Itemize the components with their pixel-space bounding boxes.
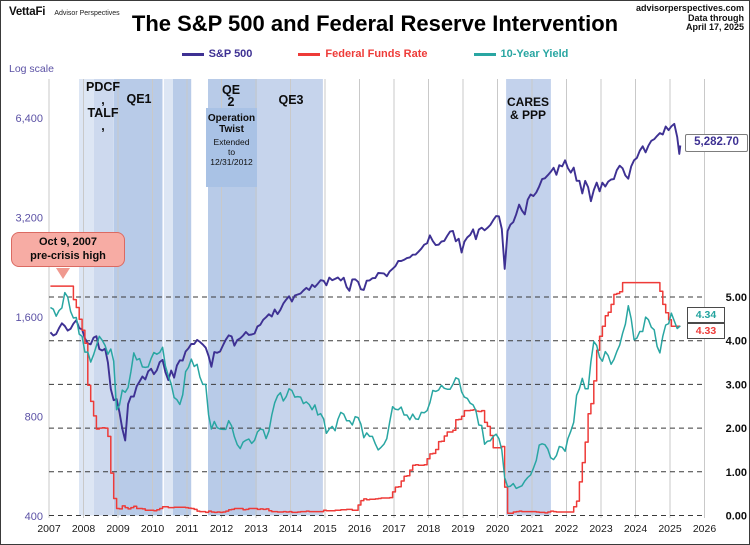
y-left-tick-label: 400 <box>25 511 43 523</box>
y-right-tick-label: 5.00 <box>726 292 747 304</box>
fed-funds-line-swatch <box>298 52 321 56</box>
y-right-tick-label: 4.00 <box>726 336 747 348</box>
sp500-last-value-box: 5,282.70 <box>685 134 748 152</box>
band-label-cares-ppp: CARES & PPP <box>506 95 549 122</box>
band-label-qe3: QE3 <box>278 93 304 107</box>
x-year-tick-label: 2017 <box>382 523 406 535</box>
y-right-tick-label: 1.00 <box>726 467 747 479</box>
ten-year-last-value-box: 4.34 <box>687 307 725 323</box>
x-year-tick-label: 2008 <box>72 523 96 535</box>
y-right-tick-label: 0.00 <box>726 511 747 523</box>
legend-item-10yr-yield: 10-Year Yield <box>473 48 569 60</box>
x-year-tick-label: 2011 <box>176 523 199 535</box>
attribution: advisorperspectives.com Data through Apr… <box>635 3 744 33</box>
fed-funds-line <box>50 281 681 515</box>
x-year-tick-label: 2023 <box>589 523 613 535</box>
legend: S&P 500 Federal Funds Rate 10-Year Yield <box>1 48 749 60</box>
x-year-tick-label: 2007 <box>37 523 61 535</box>
brand: VettaFi Advisor Perspectives <box>9 6 120 18</box>
legend-item-fed-funds: Federal Funds Rate <box>298 48 428 60</box>
y-right-tick-label: 3.00 <box>726 379 747 391</box>
x-year-tick-label: 2021 <box>520 523 544 535</box>
y-left-tick-label: 6,400 <box>15 113 43 125</box>
y-left-tick-label: 3,200 <box>15 213 43 225</box>
legend-label-sp500: S&P 500 <box>208 48 253 60</box>
y-left-tick-label: 1,600 <box>15 312 43 324</box>
legend-label-10yr-yield: 10-Year Yield <box>500 48 569 60</box>
x-year-tick-label: 2010 <box>141 523 165 535</box>
x-year-tick-label: 2020 <box>486 523 510 535</box>
band-label-qe2: QE 2 <box>221 83 241 109</box>
x-year-tick-label: 2024 <box>624 523 648 535</box>
callout-tail <box>56 268 70 279</box>
sp500-line <box>49 122 682 442</box>
x-year-tick-label: 2018 <box>417 523 441 535</box>
attribution-site: advisorperspectives.com <box>635 3 744 13</box>
attribution-data-through: Data through <box>688 12 744 23</box>
y-right-tick-label: 2.00 <box>726 423 747 435</box>
sp500-line-swatch <box>181 52 204 56</box>
attribution-date: April 17, 2025 <box>685 22 744 32</box>
chart-title: The S&P 500 and Federal Reserve Interven… <box>131 11 619 36</box>
x-year-tick-label: 2022 <box>555 523 579 535</box>
x-year-tick-label: 2009 <box>106 523 130 535</box>
x-year-tick-label: 2016 <box>348 523 372 535</box>
band-label-pdcf-talf: PDCF , TALF , <box>85 80 121 133</box>
x-year-tick-label: 2014 <box>279 523 303 535</box>
precrisis-high-callout: Oct 9, 2007 pre-crisis high <box>11 232 125 267</box>
x-year-tick-label: 2026 <box>693 523 717 535</box>
legend-item-sp500: S&P 500 <box>181 48 253 60</box>
fed-funds-last-value-box: 4.33 <box>687 323 725 339</box>
band-label-qe1: QE1 <box>126 92 152 106</box>
log-scale-label: Log scale <box>9 63 54 75</box>
operation-twist-subtitle: Extended to 12/31/2012 <box>210 137 253 167</box>
operation-twist-box: Operation Twist Extended to 12/31/2012 <box>206 108 257 187</box>
ten-year-line-swatch <box>473 52 496 56</box>
x-year-tick-label: 2013 <box>244 523 268 535</box>
operation-twist-title: Operation Twist <box>207 113 256 135</box>
brand-subtitle: Advisor Perspectives <box>54 10 120 17</box>
x-year-tick-label: 2015 <box>313 523 337 535</box>
vettafi-logo: VettaFi <box>9 6 46 18</box>
legend-label-fed-funds: Federal Funds Rate <box>325 48 428 60</box>
x-year-tick-label: 2012 <box>210 523 234 535</box>
y-left-tick-label: 800 <box>25 412 43 424</box>
x-year-tick-label: 2025 <box>658 523 682 535</box>
ten-year-line <box>50 291 681 490</box>
x-year-tick-label: 2019 <box>451 523 475 535</box>
